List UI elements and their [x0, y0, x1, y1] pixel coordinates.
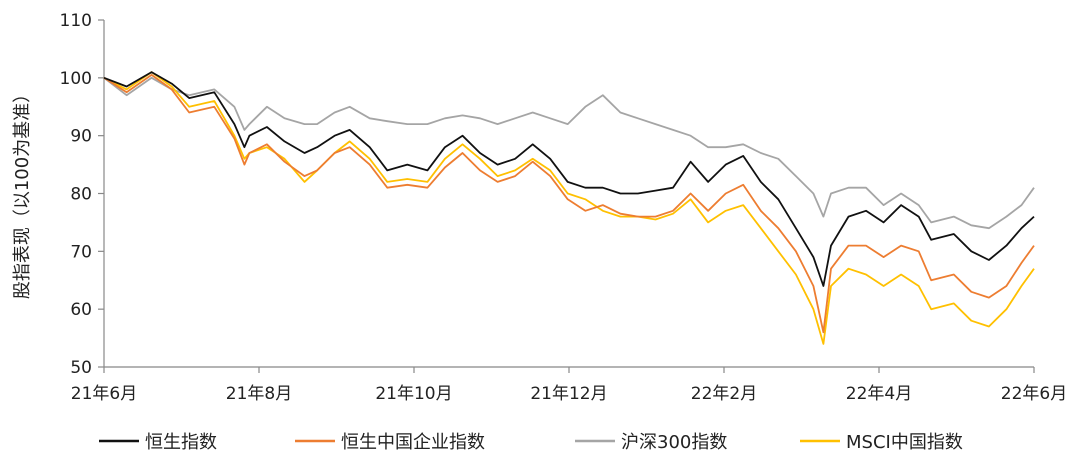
legend-label: MSCI中国指数: [846, 432, 963, 453]
series-lines: [103, 71, 1035, 345]
series-line-2: [103, 76, 1035, 230]
y-tick-label: 90: [70, 127, 92, 147]
legend-label: 恒生指数: [145, 432, 217, 453]
x-tick-label: 21年12月: [530, 384, 607, 404]
y-tick-label: 60: [70, 300, 92, 320]
x-tick-label: 21年8月: [226, 384, 292, 404]
y-axis-ticks: 50 60 70 80 90 100 110: [60, 11, 104, 378]
y-tick-label: 50: [70, 358, 92, 378]
x-tick-label: 21年6月: [71, 384, 137, 404]
x-tick-label: 22年6月: [1001, 384, 1067, 404]
series-line-0: [103, 71, 1035, 287]
y-tick-label: 100: [60, 69, 92, 89]
y-axis-label: 股指表现（以100为基准）: [12, 85, 33, 299]
x-tick-label: 21年10月: [375, 384, 452, 404]
x-tick-label: 22年2月: [691, 384, 757, 404]
x-axis-ticks: 21年6月 21年8月 21年10月 21年12月 22年2月 22年4月 22年6月: [71, 367, 1067, 404]
y-tick-label: 70: [70, 242, 92, 262]
legend-label: 沪深300指数: [621, 432, 727, 453]
series-line-1: [103, 74, 1035, 334]
legend: 恒生指数 恒生中国企业指数 沪深300指数 MSCI中国指数: [99, 432, 963, 453]
legend-label: 恒生中国企业指数: [341, 432, 485, 453]
x-tick-label: 22年4月: [846, 384, 912, 404]
series-line-3: [103, 71, 1035, 345]
y-tick-label: 110: [60, 11, 92, 31]
y-tick-label: 80: [70, 185, 92, 205]
